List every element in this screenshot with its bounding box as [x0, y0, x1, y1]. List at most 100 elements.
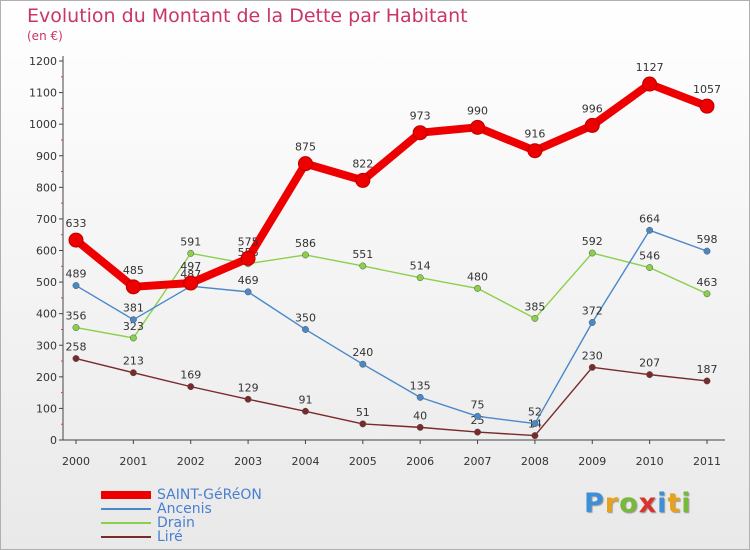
- data-label: 973: [410, 110, 431, 123]
- legend-label-lire: Liré: [157, 529, 183, 545]
- data-point: [244, 395, 252, 403]
- logo-letter: P: [584, 488, 605, 519]
- series-line-liré: [75, 357, 708, 437]
- data-label: 258: [66, 341, 87, 354]
- data-point: [474, 284, 481, 292]
- data-label: 372: [582, 305, 603, 318]
- x-tick-label: 2009: [578, 455, 606, 468]
- legend-item-drain: Drain: [101, 515, 195, 531]
- legend-swatch-lire: [101, 536, 151, 538]
- data-label: 51: [356, 406, 370, 419]
- data-point: [359, 360, 367, 368]
- y-tick-label: 900: [36, 150, 57, 163]
- data-point: [297, 156, 313, 172]
- legend-swatch-drain: [101, 522, 151, 524]
- data-label: 546: [639, 250, 660, 263]
- y-tick-label: 300: [36, 339, 57, 352]
- data-label: 497: [180, 260, 201, 273]
- legend-item-saint-gereon: SAINT-GéRéON: [101, 487, 262, 503]
- data-label: 551: [352, 248, 373, 261]
- data-point: [646, 226, 654, 234]
- data-label: 40: [413, 409, 427, 422]
- data-label: 875: [295, 141, 316, 154]
- data-point: [531, 420, 539, 428]
- data-label: 135: [410, 379, 431, 392]
- y-tick-label: 400: [36, 308, 57, 321]
- data-label: 1057: [693, 83, 721, 96]
- data-point: [183, 275, 199, 291]
- x-tick-label: 2005: [349, 455, 377, 468]
- data-point: [72, 324, 80, 332]
- data-label: 664: [639, 212, 660, 225]
- data-label: 230: [582, 349, 603, 362]
- data-point: [125, 279, 141, 295]
- y-tick-label: 100: [36, 402, 57, 415]
- y-tick-label: 0: [50, 434, 57, 447]
- data-point: [642, 76, 658, 92]
- data-point: [588, 249, 596, 257]
- y-tick-label: 700: [36, 213, 57, 226]
- data-point: [531, 314, 539, 322]
- data-label: 591: [180, 235, 201, 248]
- data-label: 1127: [636, 61, 664, 74]
- data-label: 575: [238, 235, 259, 248]
- data-point: [359, 420, 367, 428]
- data-label: 187: [697, 363, 718, 376]
- legend-item-lire: Liré: [101, 529, 183, 545]
- data-point: [646, 371, 654, 379]
- data-point: [129, 369, 137, 377]
- x-tick-label: 2006: [406, 455, 434, 468]
- data-label: 822: [352, 157, 373, 170]
- data-label: 633: [66, 217, 87, 230]
- data-label: 489: [66, 268, 87, 281]
- legend-label-drain: Drain: [157, 515, 195, 531]
- data-point: [584, 117, 600, 133]
- data-label: 129: [238, 381, 259, 394]
- y-tick-label: 1000: [29, 118, 57, 131]
- series-line-drain: [75, 252, 708, 339]
- data-point: [302, 251, 309, 259]
- data-label: 91: [298, 393, 312, 406]
- data-label: 356: [66, 310, 87, 323]
- data-label: 916: [524, 128, 545, 141]
- data-point: [72, 282, 80, 290]
- data-label: 586: [295, 237, 316, 250]
- data-label: 485: [123, 264, 144, 277]
- y-tick-label: 200: [36, 371, 57, 384]
- data-point: [474, 428, 481, 436]
- x-tick-label: 2007: [464, 455, 492, 468]
- data-label: 207: [639, 357, 660, 370]
- legend-label-saint-gereon: SAINT-GéRéON: [157, 487, 262, 503]
- legend-label-ancenis: Ancenis: [157, 501, 212, 517]
- data-point: [703, 290, 711, 298]
- chart-title: Evolution du Montant de la Dette par Hab…: [27, 5, 468, 27]
- data-point: [470, 119, 486, 135]
- series-line-ancenis: [75, 229, 708, 425]
- y-tick-label: 500: [36, 276, 57, 289]
- proxiti-logo: Proxiti: [584, 488, 692, 519]
- y-tick-label: 800: [36, 181, 57, 194]
- data-label: 381: [123, 302, 144, 315]
- data-point: [129, 316, 137, 324]
- data-label: 990: [467, 104, 488, 117]
- x-tick-label: 2003: [234, 455, 262, 468]
- data-label: 169: [180, 369, 201, 382]
- unit-label: (en €): [27, 29, 63, 43]
- x-tick-label: 2010: [636, 455, 664, 468]
- data-label: 514: [410, 260, 431, 273]
- data-point: [129, 334, 137, 342]
- data-label: 469: [238, 274, 259, 287]
- data-label: 323: [123, 320, 144, 333]
- data-label: 213: [123, 355, 144, 368]
- data-point: [355, 172, 371, 188]
- logo-letter: r: [604, 488, 620, 519]
- y-tick-label: 600: [36, 245, 57, 258]
- x-tick-label: 2001: [119, 455, 147, 468]
- data-point: [187, 249, 195, 257]
- data-point: [588, 319, 596, 326]
- data-label: 52: [528, 406, 542, 419]
- data-point: [588, 363, 596, 371]
- legend-swatch-saint-gereon: [101, 491, 151, 499]
